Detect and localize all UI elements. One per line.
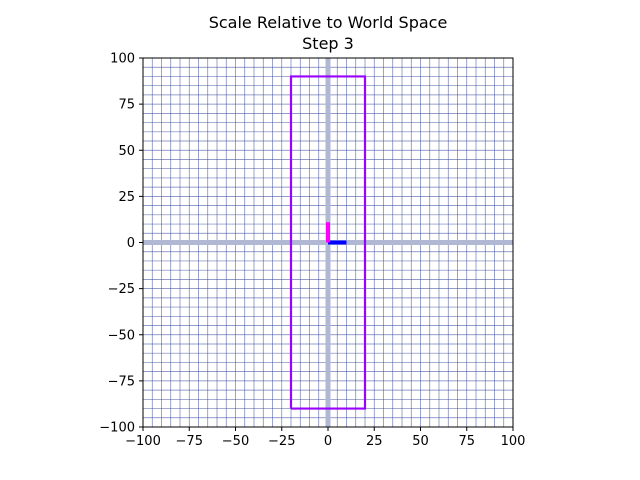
x-tick-label: −75 — [176, 434, 203, 449]
x-tick-label: 75 — [458, 434, 475, 449]
y-tick-label: −75 — [108, 374, 135, 389]
x-tick-label: 100 — [501, 434, 526, 449]
x-tick-label: −25 — [268, 434, 295, 449]
y-tick-label: −100 — [99, 421, 135, 436]
y-tick-label: −50 — [108, 328, 135, 343]
scaled-rectangle — [289, 75, 367, 410]
x-tick-label: −100 — [125, 434, 161, 449]
y-tick-label: 0 — [127, 236, 135, 251]
y-tick-label: −25 — [108, 282, 135, 297]
y-tick-label: 50 — [118, 144, 135, 159]
x-tick-label: 50 — [412, 434, 429, 449]
chart-subtitle: Step 3 — [302, 34, 354, 53]
x-tick-label: 0 — [324, 434, 332, 449]
y-tick-label: 25 — [118, 190, 135, 205]
y-tick-label: 75 — [118, 98, 135, 113]
plot-area: −100 −75 −50 −25 0 25 50 75 100 −100 −75 −50 −25 0 25 5… — [99, 52, 525, 450]
y-tick-label: 100 — [110, 52, 135, 67]
chart-title: Scale Relative to World Space — [209, 13, 448, 32]
x-tick-label: 25 — [366, 434, 383, 449]
x-tick-label: −50 — [222, 434, 249, 449]
